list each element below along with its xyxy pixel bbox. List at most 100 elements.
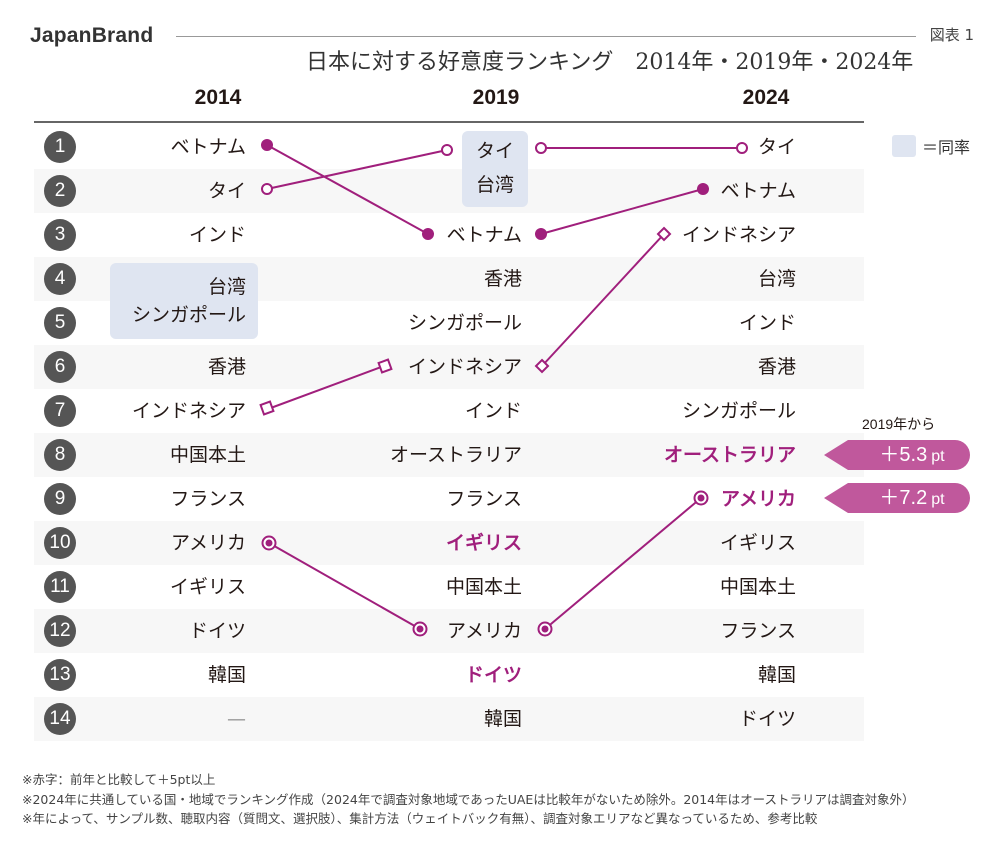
cell-2019: シンガポール bbox=[407, 312, 522, 334]
cell-2024-highlighted: アメリカ bbox=[720, 488, 796, 510]
chart-title: 日本に対する好意度ランキング 2014年・2019年・2024年 bbox=[306, 44, 913, 76]
table-row bbox=[34, 169, 864, 213]
filled-circle-markers bbox=[261, 139, 709, 240]
footnote: ※赤字：前年と比較して＋5pt以上 bbox=[22, 772, 216, 787]
cell-2019: 中国本土 bbox=[445, 576, 522, 598]
rank-badge: 2 bbox=[44, 175, 76, 207]
cell-2024: ベトナム bbox=[720, 180, 796, 202]
cell-2024: 韓国 bbox=[757, 664, 796, 686]
rank-badge: 1 bbox=[44, 131, 76, 163]
cell-2014: 香港 bbox=[207, 356, 246, 378]
cell-2019: 香港 bbox=[483, 268, 522, 290]
cell-2019: アメリカ bbox=[446, 620, 522, 642]
footnote: ※2024年に共通している国・地域でランキング作成（2024年で調査対象地域であ… bbox=[22, 791, 915, 807]
rank-badge: 7 bbox=[44, 395, 76, 427]
indonesia-line bbox=[267, 365, 385, 410]
cell-2014: ベトナム bbox=[170, 136, 246, 158]
chart-title-main: 日本に対する好意度ランキング bbox=[306, 50, 614, 75]
cell-2019-highlighted: イギリス bbox=[445, 532, 522, 554]
tie-legend-swatch bbox=[892, 135, 916, 157]
rank-badge: 13 bbox=[44, 659, 76, 691]
cell-2014: シンガポール bbox=[131, 304, 246, 326]
change-badge-usa: ＋7.2 pt bbox=[862, 483, 962, 513]
ringed-dot-markers bbox=[261, 490, 709, 637]
cell-2019: インドネシア bbox=[407, 356, 522, 378]
table-row bbox=[34, 521, 864, 565]
cell-2019-highlighted: ドイツ bbox=[464, 664, 522, 686]
vietnam-line bbox=[540, 188, 704, 235]
cell-2014: フランス bbox=[170, 488, 246, 510]
change-since-label: 2019年から bbox=[862, 416, 936, 432]
cell-2024: 中国本土 bbox=[719, 576, 796, 598]
cell-2014: ドイツ bbox=[188, 620, 246, 642]
tie-legend-label: ＝同率 bbox=[922, 138, 971, 157]
cell-2014: アメリカ bbox=[170, 532, 246, 554]
column-header-2024: 2024 bbox=[742, 86, 790, 109]
footnote: ※年によって、サンプル数、聴取内容（質問文、選択肢）、集計方法（ウェイトバック有… bbox=[22, 811, 818, 826]
rank-badge: 4 bbox=[44, 263, 76, 295]
cell-2019: 韓国 bbox=[483, 708, 522, 730]
header-rule bbox=[34, 121, 864, 123]
cell-2014: インドネシア bbox=[131, 400, 246, 422]
rank-badge: 8 bbox=[44, 439, 76, 471]
cell-2019: オーストラリア bbox=[389, 444, 522, 466]
rank-badge: 9 bbox=[44, 483, 76, 515]
rank-badge: 11 bbox=[44, 571, 76, 603]
table-row bbox=[34, 345, 864, 389]
cell-2014: — bbox=[227, 708, 246, 730]
cell-2024: 台湾 bbox=[757, 268, 796, 290]
tie-box-2019 bbox=[462, 131, 528, 207]
vietnam-line bbox=[266, 144, 429, 235]
cell-2024: インドネシア bbox=[681, 224, 796, 246]
rank-badge: 3 bbox=[44, 219, 76, 251]
table-row bbox=[34, 609, 864, 653]
open-circle-markers bbox=[261, 142, 748, 195]
cell-2019: インド bbox=[464, 400, 522, 422]
badge-unit: pt bbox=[931, 491, 945, 508]
cell-2019: ベトナム bbox=[446, 224, 522, 246]
cell-2024: インド bbox=[738, 312, 796, 334]
cell-2014: インド bbox=[188, 224, 246, 246]
figure-label: 図表 1 bbox=[929, 26, 974, 44]
change-badge-australia: ＋5.3 pt bbox=[862, 440, 962, 470]
top-divider bbox=[176, 36, 916, 37]
rank-badge: 14 bbox=[44, 703, 76, 735]
indonesia-line bbox=[541, 233, 665, 367]
brand-logo: JapanBrand bbox=[30, 24, 154, 47]
tie-box-2014 bbox=[110, 263, 258, 339]
table-row bbox=[34, 433, 864, 477]
thailand-line bbox=[266, 149, 448, 190]
table-row bbox=[34, 697, 864, 741]
cell-2014: 中国本土 bbox=[169, 444, 246, 466]
usa-line bbox=[268, 542, 421, 630]
footnotes: ※赤字：前年と比較して＋5pt以上 ※2024年に共通している国・地域でランキン… bbox=[22, 770, 915, 829]
badge-value: ＋7.2 bbox=[879, 487, 928, 509]
cell-2014: 韓国 bbox=[207, 664, 246, 686]
rank-badge: 12 bbox=[44, 615, 76, 647]
usa-line bbox=[544, 497, 702, 630]
cell-2014: 台湾 bbox=[207, 276, 246, 298]
column-header-2019: 2019 bbox=[472, 86, 520, 109]
cell-2019: 台湾 bbox=[475, 174, 514, 196]
badge-unit: pt bbox=[931, 448, 945, 465]
change-badge-shapes bbox=[824, 440, 970, 513]
cell-2024: タイ bbox=[757, 136, 796, 158]
cell-2024: ドイツ bbox=[738, 708, 796, 730]
cell-2019: フランス bbox=[446, 488, 522, 510]
cell-2019: タイ bbox=[475, 140, 514, 162]
open-diamond-markers bbox=[259, 226, 672, 416]
cell-2014: タイ bbox=[207, 180, 246, 202]
cell-2024-highlighted: オーストラリア bbox=[663, 444, 796, 466]
rank-badge: 6 bbox=[44, 351, 76, 383]
badge-value: ＋5.3 bbox=[879, 444, 928, 466]
cell-2014: イギリス bbox=[169, 576, 246, 598]
cell-2024: イギリス bbox=[719, 532, 796, 554]
rank-badge: 5 bbox=[44, 307, 76, 339]
cell-2024: シンガポール bbox=[681, 400, 796, 422]
column-header-2014: 2014 bbox=[194, 86, 242, 109]
chart-title-years: 2014年・2019年・2024年 bbox=[635, 50, 914, 75]
cell-2024: 香港 bbox=[757, 356, 796, 378]
rank-badge: 10 bbox=[44, 527, 76, 559]
cell-2024: フランス bbox=[720, 620, 796, 642]
